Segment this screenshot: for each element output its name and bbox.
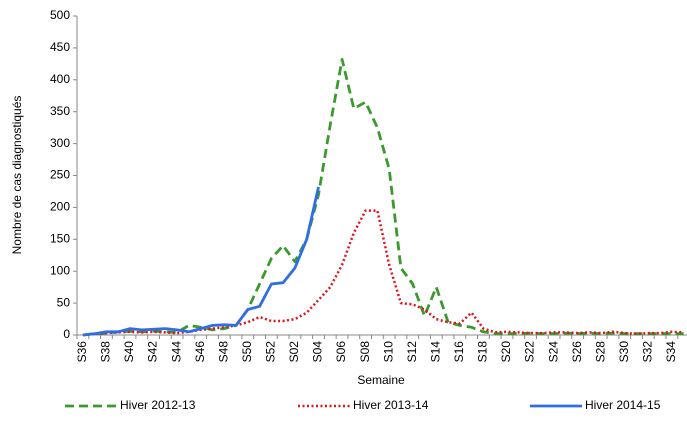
y-tick-label: 50 (57, 295, 71, 309)
y-tick-label: 250 (50, 168, 70, 182)
y-tick-label: 300 (50, 136, 70, 150)
x-tick-label: S32 (641, 341, 655, 363)
x-tick-label: S52 (264, 341, 278, 363)
legend-label: Hiver 2014-15 (585, 398, 661, 412)
x-tick-label: S34 (664, 341, 678, 363)
x-tick-label: S06 (334, 341, 348, 363)
y-tick-label: 500 (50, 8, 70, 22)
x-tick-label: S10 (381, 341, 395, 363)
x-tick-label: S26 (570, 341, 584, 363)
x-tick-label: S44 (169, 341, 183, 363)
series-line (82, 58, 684, 337)
y-tick-label: 100 (50, 263, 70, 277)
x-tick-label: S08 (358, 341, 372, 363)
x-tick-label: S30 (617, 341, 631, 363)
x-axis-label: Semaine (357, 373, 405, 387)
y-tick-label: 200 (50, 200, 70, 214)
x-tick-label: S40 (122, 341, 136, 363)
y-tick-label: 400 (50, 72, 70, 86)
y-tick-label: 450 (50, 40, 70, 54)
x-tick-label: S28 (593, 341, 607, 363)
y-axis-label: Nombre de cas diagnostiqués (10, 96, 24, 255)
x-tick-label: S48 (216, 341, 230, 363)
series-line (82, 186, 320, 337)
y-tick-label: 150 (50, 231, 70, 245)
legend-label: Hiver 2012-13 (120, 398, 196, 412)
x-tick-label: S20 (499, 341, 513, 363)
series-line (82, 209, 684, 337)
x-tick-label: S42 (146, 341, 160, 363)
x-tick-label: S12 (405, 341, 419, 363)
x-tick-label: S24 (546, 341, 560, 363)
x-tick-label: S04 (311, 341, 325, 363)
x-tick-label: S36 (75, 341, 89, 363)
x-tick-label: S14 (428, 341, 442, 363)
x-tick-label: S46 (193, 341, 207, 363)
x-tick-label: S16 (452, 341, 466, 363)
y-tick-label: 0 (63, 327, 70, 341)
x-tick-label: S18 (476, 341, 490, 363)
x-tick-label: S50 (240, 341, 254, 363)
x-tick-label: S22 (523, 341, 537, 363)
y-tick-label: 350 (50, 104, 70, 118)
x-tick-label: S02 (287, 341, 301, 363)
x-tick-label: S38 (99, 341, 113, 363)
legend-label: Hiver 2013-14 (353, 398, 429, 412)
